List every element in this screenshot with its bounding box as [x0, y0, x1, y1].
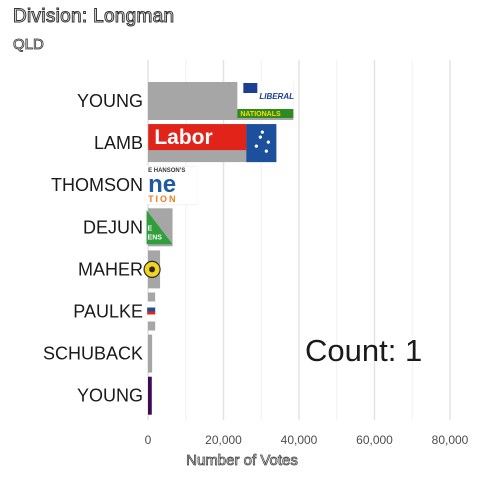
x-tick-label: 20,000 [205, 433, 242, 447]
greens-logo: E ENS [146, 210, 173, 245]
category-label: YOUNG [77, 91, 143, 111]
svg-text:ne: ne [148, 171, 176, 198]
category-label: PAULKE [73, 302, 143, 322]
labor-logo: Labor [148, 124, 277, 163]
party-logo-yellow [143, 260, 161, 278]
svg-text:LIBERAL: LIBERAL [259, 92, 294, 101]
count-label: Count: 1 [305, 333, 422, 369]
liberal-national-logo: LIBERAL NATIONALS [237, 82, 294, 118]
x-tick-label: 60,000 [356, 433, 393, 447]
bar-young [148, 376, 152, 415]
svg-text:TION: TION [148, 194, 178, 204]
svg-text:Labor: Labor [154, 126, 212, 149]
x-tick-labels: 0 20,000 40,000 60,000 80,000 [145, 433, 469, 447]
svg-text:E HANSON’S: E HANSON’S [148, 168, 185, 174]
category-label: MAHER [78, 259, 143, 279]
category-label: DEJUN [83, 217, 143, 237]
party-logo-flag [147, 301, 156, 322]
x-axis-label: Number of Votes [186, 452, 299, 470]
bar-schuback [148, 334, 153, 373]
chart-title: Division: Longman [12, 6, 175, 28]
count-label-text: Count: [305, 333, 397, 368]
svg-text:E: E [148, 225, 153, 232]
category-label: SCHUBACK [43, 344, 143, 364]
chart-subtitle: QLD [13, 36, 45, 54]
category-label: YOUNG [77, 386, 143, 406]
count-value: 1 [404, 333, 423, 368]
x-tick-label: 40,000 [281, 433, 318, 447]
x-tick-label: 80,000 [432, 433, 469, 447]
category-labels: YOUNG LAMB THOMSON DEJUN MAHER PAULKE SCHUBACK… [43, 91, 143, 406]
category-label: THOMSON [51, 175, 143, 195]
svg-text:ENS: ENS [148, 234, 163, 241]
x-tick-label: 0 [145, 433, 152, 447]
category-label: LAMB [94, 133, 143, 153]
svg-text:NATIONALS: NATIONALS [240, 111, 281, 118]
